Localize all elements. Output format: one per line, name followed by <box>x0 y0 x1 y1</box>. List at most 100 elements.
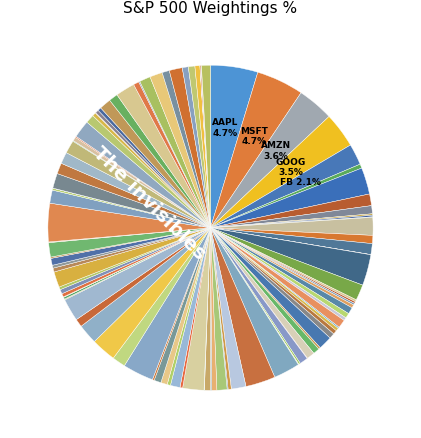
Wedge shape <box>188 66 210 228</box>
Wedge shape <box>169 68 210 228</box>
Text: MSFT
4.7%: MSFT 4.7% <box>240 127 268 146</box>
Wedge shape <box>96 110 210 228</box>
Wedge shape <box>210 228 356 302</box>
Wedge shape <box>210 205 373 228</box>
Wedge shape <box>210 217 373 235</box>
Wedge shape <box>63 228 210 297</box>
Wedge shape <box>87 116 210 228</box>
Wedge shape <box>180 228 210 388</box>
Wedge shape <box>53 173 210 228</box>
Wedge shape <box>200 66 210 228</box>
Wedge shape <box>210 228 232 389</box>
Wedge shape <box>162 71 210 228</box>
Wedge shape <box>65 228 210 320</box>
Wedge shape <box>210 228 349 318</box>
Wedge shape <box>210 228 354 308</box>
Wedge shape <box>210 228 307 364</box>
Wedge shape <box>210 228 319 353</box>
Wedge shape <box>59 228 210 290</box>
Wedge shape <box>210 228 212 390</box>
Wedge shape <box>210 215 373 228</box>
Wedge shape <box>210 228 246 389</box>
Wedge shape <box>204 228 210 390</box>
Wedge shape <box>93 113 210 228</box>
Wedge shape <box>201 65 210 228</box>
Title: S&P 500 Weightings %: S&P 500 Weightings % <box>123 1 298 17</box>
Wedge shape <box>76 228 210 326</box>
Wedge shape <box>210 228 344 327</box>
Wedge shape <box>210 228 354 305</box>
Wedge shape <box>48 228 210 257</box>
Wedge shape <box>210 214 373 228</box>
Text: AAPL
4.7%: AAPL 4.7% <box>212 118 239 138</box>
Wedge shape <box>210 228 275 386</box>
Wedge shape <box>48 203 210 242</box>
Wedge shape <box>210 228 320 349</box>
Wedge shape <box>73 137 210 228</box>
Wedge shape <box>66 141 210 228</box>
Wedge shape <box>117 85 210 228</box>
Wedge shape <box>52 228 210 268</box>
Wedge shape <box>51 228 210 258</box>
Wedge shape <box>53 228 210 272</box>
Wedge shape <box>195 66 210 228</box>
Wedge shape <box>210 228 355 304</box>
Wedge shape <box>64 228 210 300</box>
Wedge shape <box>210 228 372 254</box>
Wedge shape <box>210 228 371 255</box>
Wedge shape <box>140 77 210 228</box>
Wedge shape <box>201 65 210 228</box>
Wedge shape <box>210 228 217 390</box>
Wedge shape <box>62 228 210 297</box>
Wedge shape <box>133 82 210 228</box>
Wedge shape <box>76 122 210 228</box>
Wedge shape <box>210 93 329 228</box>
Wedge shape <box>210 228 371 285</box>
Wedge shape <box>210 228 336 334</box>
Wedge shape <box>210 228 314 358</box>
Wedge shape <box>124 228 210 380</box>
Wedge shape <box>210 145 360 228</box>
Wedge shape <box>210 72 301 228</box>
Wedge shape <box>210 65 258 228</box>
Wedge shape <box>210 228 330 348</box>
Wedge shape <box>150 73 210 228</box>
Wedge shape <box>182 67 210 228</box>
Text: The invisibles: The invisibles <box>89 143 209 263</box>
Wedge shape <box>161 228 210 385</box>
Wedge shape <box>95 113 210 228</box>
Wedge shape <box>94 228 210 358</box>
Wedge shape <box>210 228 346 321</box>
Wedge shape <box>53 188 210 228</box>
Wedge shape <box>210 228 300 364</box>
Wedge shape <box>210 217 373 228</box>
Wedge shape <box>152 228 210 380</box>
Wedge shape <box>101 100 210 228</box>
Wedge shape <box>48 228 210 243</box>
Wedge shape <box>183 228 210 390</box>
Wedge shape <box>75 136 210 228</box>
Wedge shape <box>210 228 227 390</box>
Text: GOOG
3.5%: GOOG 3.5% <box>276 158 306 177</box>
Wedge shape <box>210 117 350 228</box>
Wedge shape <box>204 228 210 390</box>
Wedge shape <box>210 168 370 228</box>
Wedge shape <box>52 188 210 228</box>
Wedge shape <box>200 66 210 228</box>
Wedge shape <box>139 81 210 228</box>
Wedge shape <box>210 228 299 364</box>
Wedge shape <box>210 228 373 244</box>
Wedge shape <box>167 228 210 385</box>
Wedge shape <box>210 228 339 328</box>
Wedge shape <box>210 194 372 228</box>
Wedge shape <box>60 228 210 294</box>
Wedge shape <box>50 190 210 228</box>
Wedge shape <box>171 228 210 388</box>
Wedge shape <box>210 228 298 377</box>
Wedge shape <box>51 228 210 265</box>
Wedge shape <box>210 228 362 300</box>
Wedge shape <box>73 141 210 228</box>
Wedge shape <box>210 228 228 389</box>
Wedge shape <box>81 228 210 342</box>
Wedge shape <box>210 228 352 314</box>
